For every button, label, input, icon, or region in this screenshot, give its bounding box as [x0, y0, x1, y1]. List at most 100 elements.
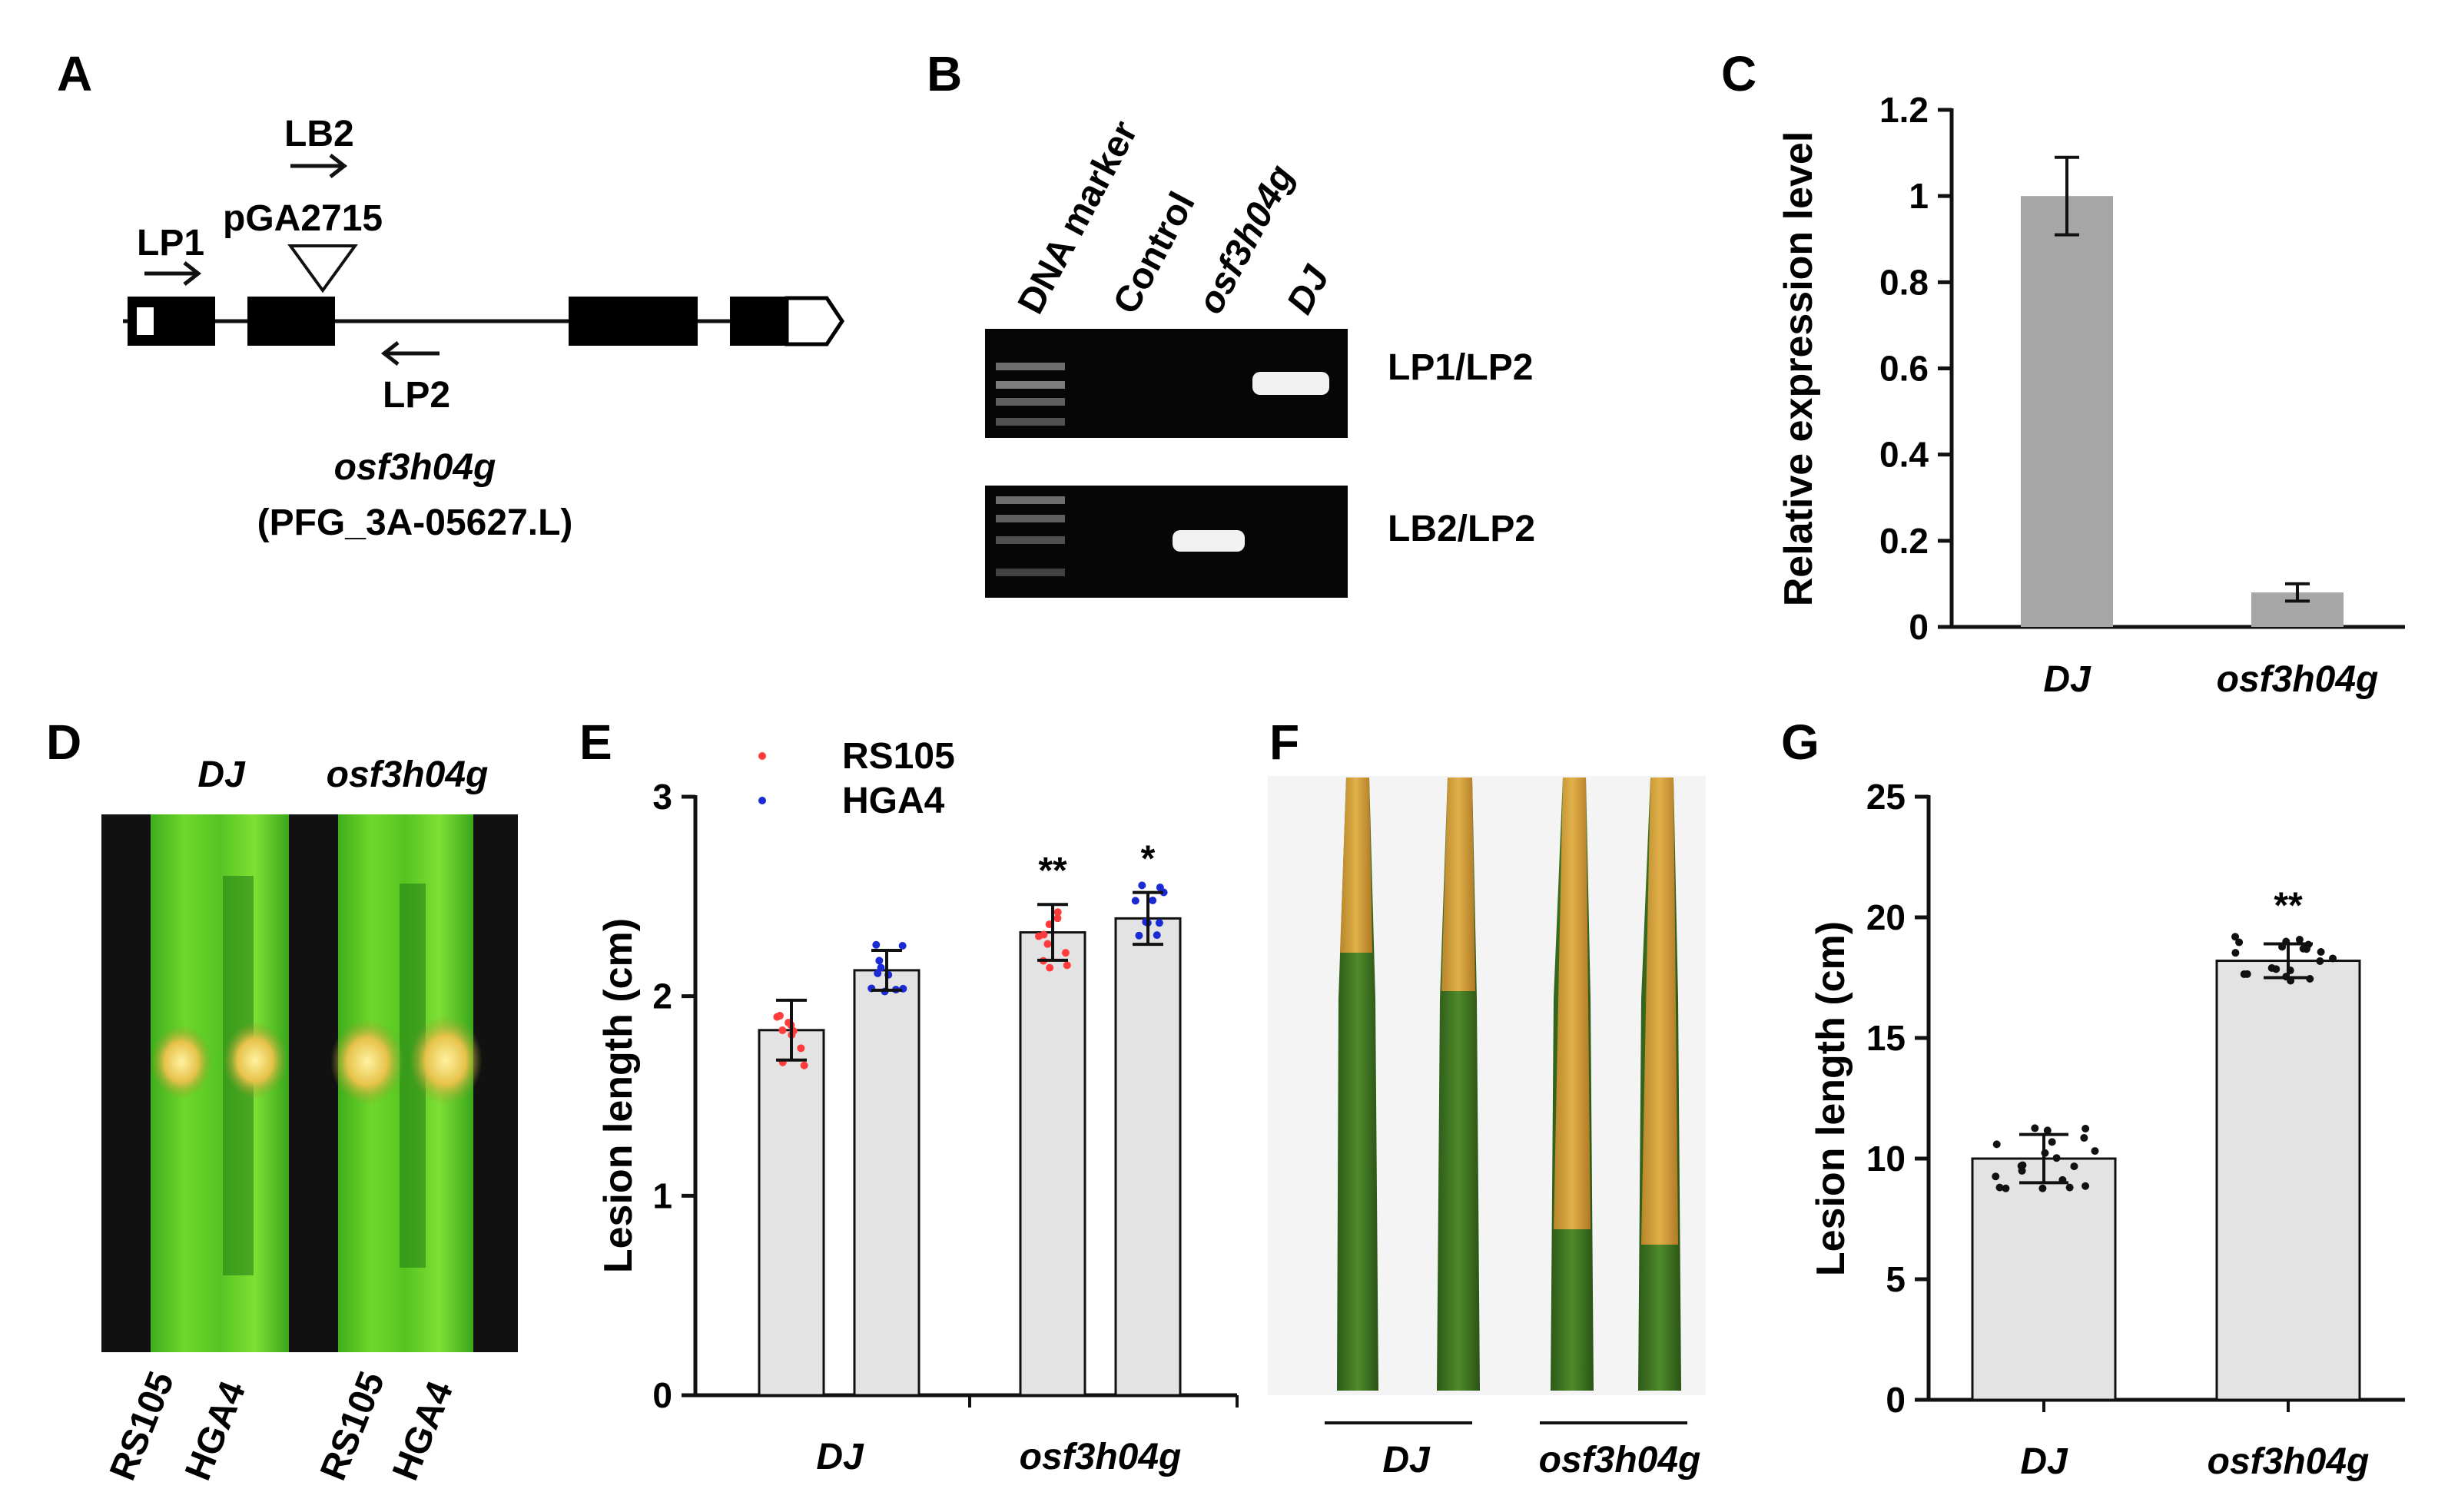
line-id: (PFG_3A-05627.L) — [257, 502, 573, 543]
panel-f: F DJ osf3h04g — [1268, 715, 1706, 1480]
bar-0 — [2021, 196, 2113, 627]
row-label-lp1-lp2: LP1/LP2 — [1388, 347, 1533, 388]
data-point — [872, 940, 881, 949]
panel-e-letter: E — [579, 715, 612, 770]
detached-leaves — [1337, 778, 1681, 1391]
vector-label: pGA2715 — [223, 198, 383, 239]
utr-3-arrow-icon — [785, 296, 845, 346]
lp1-arrow-icon — [144, 261, 202, 286]
strain-label-1: RS105 — [102, 1366, 182, 1486]
band-dj-lp1-lp2 — [1252, 372, 1329, 395]
data-point — [1034, 932, 1043, 940]
data-point — [1053, 908, 1062, 917]
y-tick-label: 1 — [1909, 176, 1929, 216]
y-tick-label: 10 — [1866, 1139, 1906, 1179]
data-point — [2031, 1124, 2039, 1132]
group-label-mutant: osf3h04g — [1539, 1440, 1701, 1480]
x-category-label: DJ — [2043, 659, 2091, 700]
x-category-label: osf3h04g — [2208, 1441, 2370, 1482]
data-point — [2017, 1162, 2025, 1170]
legend-marker-0 — [758, 752, 766, 760]
y-tick-label: 15 — [1866, 1018, 1906, 1058]
x-category-label: DJ — [816, 1437, 864, 1477]
data-point — [2231, 933, 2240, 941]
legend-marker-1 — [758, 797, 766, 804]
y-tick-label: 2 — [652, 976, 672, 1016]
data-point — [898, 941, 907, 950]
y-tick-label: 25 — [1866, 777, 1906, 817]
data-point — [2043, 1126, 2052, 1135]
data-point — [2002, 1184, 2010, 1192]
data-point — [2052, 1154, 2061, 1162]
data-point — [1153, 931, 1161, 940]
data-point — [2231, 949, 2240, 957]
y-axis-title: Lesion length (cm) — [1809, 921, 1853, 1276]
y-axis-title: Relative expression level — [1776, 131, 1821, 607]
panel-b-letter: B — [927, 46, 962, 101]
x-category-label: osf3h04g — [2217, 659, 2379, 700]
insertion-triangle-icon — [287, 244, 358, 293]
data-point — [800, 1061, 808, 1069]
y-tick-label: 0.6 — [1879, 349, 1929, 389]
marker-ladder-top — [996, 363, 1065, 426]
strain-label-3: RS105 — [313, 1366, 393, 1486]
lane-label-control: Control — [1106, 186, 1203, 321]
data-point — [2091, 1147, 2099, 1156]
panel-a-letter: A — [57, 46, 92, 101]
panel-d-letter: D — [46, 715, 81, 770]
data-point — [2243, 970, 2251, 978]
significance-label: ** — [2274, 886, 2303, 927]
data-point — [1155, 919, 1163, 927]
y-tick-label: 1 — [652, 1175, 672, 1215]
bar-0 — [758, 1029, 825, 1397]
legend-label-0: RS105 — [842, 736, 955, 777]
data-point — [1995, 1183, 2004, 1192]
marker-ladder-bottom — [996, 496, 1065, 576]
panel-g: G 0 5 10 15 20 25 Lesion length (cm) DJ ** osf3h0… — [1781, 715, 2405, 1482]
exon-2 — [247, 297, 335, 346]
y-tick-label: 0.2 — [1879, 521, 1929, 561]
panel-f-letter: F — [1269, 715, 1299, 770]
band-mutant-lb2-lp2 — [1173, 530, 1245, 552]
data-point — [1046, 963, 1054, 972]
data-point — [2329, 954, 2337, 963]
data-point — [2267, 963, 2276, 972]
panel-a: A LB2 pGA2715 LP1 LP2 osf3h04g (PFG_3A-0… — [57, 46, 845, 543]
y-tick-label: 20 — [1866, 897, 1906, 937]
y-tick-label: 3 — [652, 777, 672, 817]
gene-name: osf3h04g — [334, 447, 496, 488]
data-point — [1156, 884, 1164, 892]
data-point — [775, 1012, 784, 1020]
legend-label-1: HGA4 — [842, 781, 945, 821]
lesion-mutant-hga4 — [409, 1016, 483, 1105]
data-point — [2302, 945, 2310, 953]
lb2-arrow-icon — [290, 154, 348, 178]
lesion-dj-hga4 — [223, 1022, 287, 1099]
panel-d: D DJ osf3h04g RS105 HGA4 RS105 HGA4 — [46, 715, 518, 1486]
y-axis-title: Lesion length (cm) — [596, 918, 641, 1273]
photo-d-label-mutant: osf3h04g — [327, 754, 489, 795]
lesion-mutant-rs105 — [330, 1019, 404, 1105]
data-point — [1053, 914, 1062, 923]
data-point — [1063, 961, 1071, 970]
data-point — [2082, 1182, 2090, 1190]
y-tick-label: 0.4 — [1879, 435, 1929, 475]
data-point — [1149, 897, 1157, 905]
strain-label-2: HGA4 — [177, 1375, 254, 1486]
y-tick-label: 0 — [652, 1375, 672, 1415]
data-point — [778, 1026, 787, 1034]
lb2-label: LB2 — [284, 114, 354, 154]
strain-label-4: HGA4 — [385, 1375, 461, 1486]
lp2-label: LP2 — [383, 375, 450, 416]
data-point — [2316, 957, 2324, 965]
data-point — [2065, 1183, 2074, 1192]
panel-c: C 0 0.2 0.4 0.6 0.8 1 1.2 Relative expression l… — [1721, 46, 2405, 700]
bar-3 — [1114, 917, 1182, 1397]
data-point — [1043, 940, 1052, 948]
exon-3 — [569, 297, 698, 346]
data-point — [2038, 1184, 2047, 1192]
data-point — [2048, 1138, 2056, 1146]
photo-d-label-dj: DJ — [197, 754, 246, 795]
y-tick-label: 0 — [1909, 607, 1929, 647]
